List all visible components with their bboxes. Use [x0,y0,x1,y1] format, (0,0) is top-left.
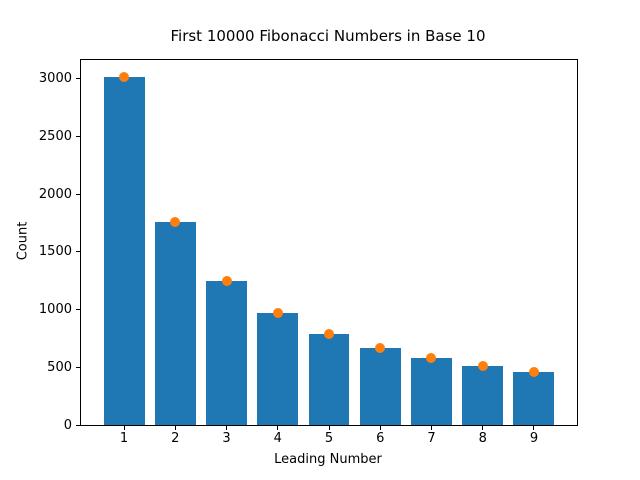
plot-area: 0 500 1000 1500 2000 2500 3000 1 2 3 4 5 6 7 8 9 [39,59,578,446]
bar-digit-6 [359,347,401,425]
x-tick-label-4: 4 [273,431,282,446]
x-tick-mark-9 [533,426,535,430]
x-tick-mark-4 [277,426,279,430]
bar-digit-9 [513,372,555,425]
x-tick-label-3: 3 [222,431,231,446]
x-tick-label-6: 6 [376,431,385,446]
benford-dot-digit-5 [324,328,334,339]
y-tick-mark-1000 [76,309,80,311]
y-tick-label-2500: 2500 [38,128,72,144]
y-tick-label-1000: 1000 [38,302,72,318]
bar-digit-4 [257,313,299,425]
y-tick-label-1500: 1500 [38,244,72,260]
x-tick-mark-2 [174,426,176,430]
benford-dot-digit-2 [170,216,181,227]
bar-digit-1 [103,77,145,425]
x-tick-mark-3 [226,426,228,430]
benford-dot-digit-4 [272,308,283,319]
benford-dot-digit-8 [477,360,488,371]
y-tick-label-0: 0 [63,417,72,433]
x-axis-label: Leading Number [274,452,382,467]
x-tick-mark-1 [123,426,125,430]
benford-dot-digit-3 [221,275,232,286]
bar-digit-7 [410,358,452,425]
benford-dot-digit-9 [528,367,539,378]
y-tick-mark-3000 [76,78,80,80]
x-tick-mark-5 [328,426,330,430]
x-tick-label-7: 7 [427,431,436,446]
x-tick-label-1: 1 [119,431,129,446]
bar-digit-3 [206,280,247,425]
y-tick-mark-2000 [76,193,80,195]
y-tick-mark-1500 [76,251,80,253]
y-tick-mark-0 [76,424,80,426]
x-tick-mark-8 [482,426,484,430]
x-tick-label-8: 8 [478,431,487,446]
y-tick-mark-500 [76,366,80,368]
bar-digit-2 [154,221,196,425]
bar-digit-5 [308,333,350,425]
y-tick-label-500: 500 [47,359,72,375]
y-tick-mark-2500 [76,135,80,137]
x-tick-mark-7 [430,426,432,430]
benford-dot-digit-6 [375,342,386,353]
benford-dot-digit-1 [119,72,130,83]
x-tick-label-9: 9 [529,431,539,446]
x-tick-mark-6 [379,426,381,430]
x-tick-label-5: 5 [324,431,334,446]
x-tick-label-2: 2 [171,431,180,446]
chart-title: First 10000 Fibonacci Numbers in Base 10 [170,27,486,45]
benford-dot-digit-7 [426,353,437,364]
bar-digit-8 [462,365,504,425]
y-tick-label-3000: 3000 [38,71,72,87]
y-tick-label-2000: 2000 [38,186,72,202]
